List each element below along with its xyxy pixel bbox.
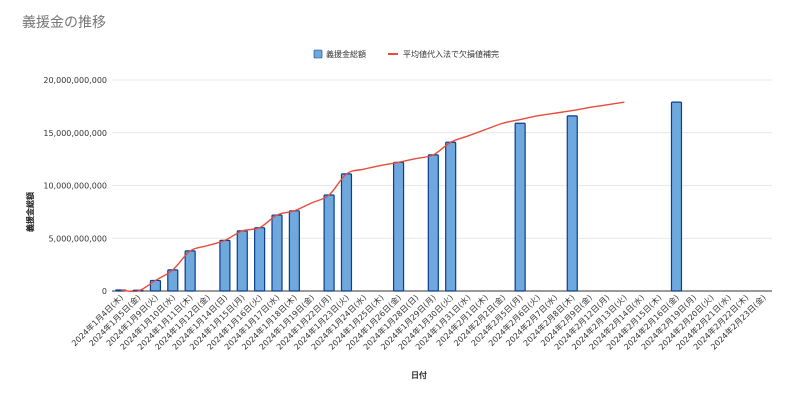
chart-title: 義援金の推移 [22,15,106,31]
bar [236,230,248,292]
bar [254,227,266,292]
legend: 義援金総額 平均値代入法で欠損値補完 [313,49,499,59]
y-tick-label: 0 [102,287,107,296]
bar [184,250,196,292]
bar [219,239,231,292]
bar [392,161,405,292]
x-axis-tick-labels: 2024年1月4日(木)2024年1月5日(金)2024年1月9日(火)2024… [69,292,767,351]
y-axis-tick-labels: 0 5,000,000,000 10,000,000,000 15,000,000,0… [43,76,107,296]
bar [340,173,353,292]
bar-series [115,101,683,292]
bar [427,154,439,292]
y-axis-title: 義援金総額 [25,192,35,232]
y-tick-label: 20,000,000,000 [43,76,107,85]
gridlines [112,79,772,292]
legend-bar-swatch [313,49,323,59]
bar [323,194,335,292]
bar [566,115,578,292]
legend-line-label: 平均値代入法で欠損値補完 [403,49,499,59]
bar [514,122,526,292]
y-tick-label: 5,000,000,000 [48,234,107,243]
line-series [120,101,625,293]
fill-line [120,101,625,293]
x-axis-title: 日付 [411,370,427,380]
y-tick-label: 15,000,000,000 [43,129,107,138]
bar [288,210,300,292]
bar [271,214,283,292]
bar [670,101,683,292]
legend-bar-label: 義援金総額 [326,49,366,59]
y-tick-label: 10,000,000,000 [43,182,107,191]
bar [445,141,457,292]
